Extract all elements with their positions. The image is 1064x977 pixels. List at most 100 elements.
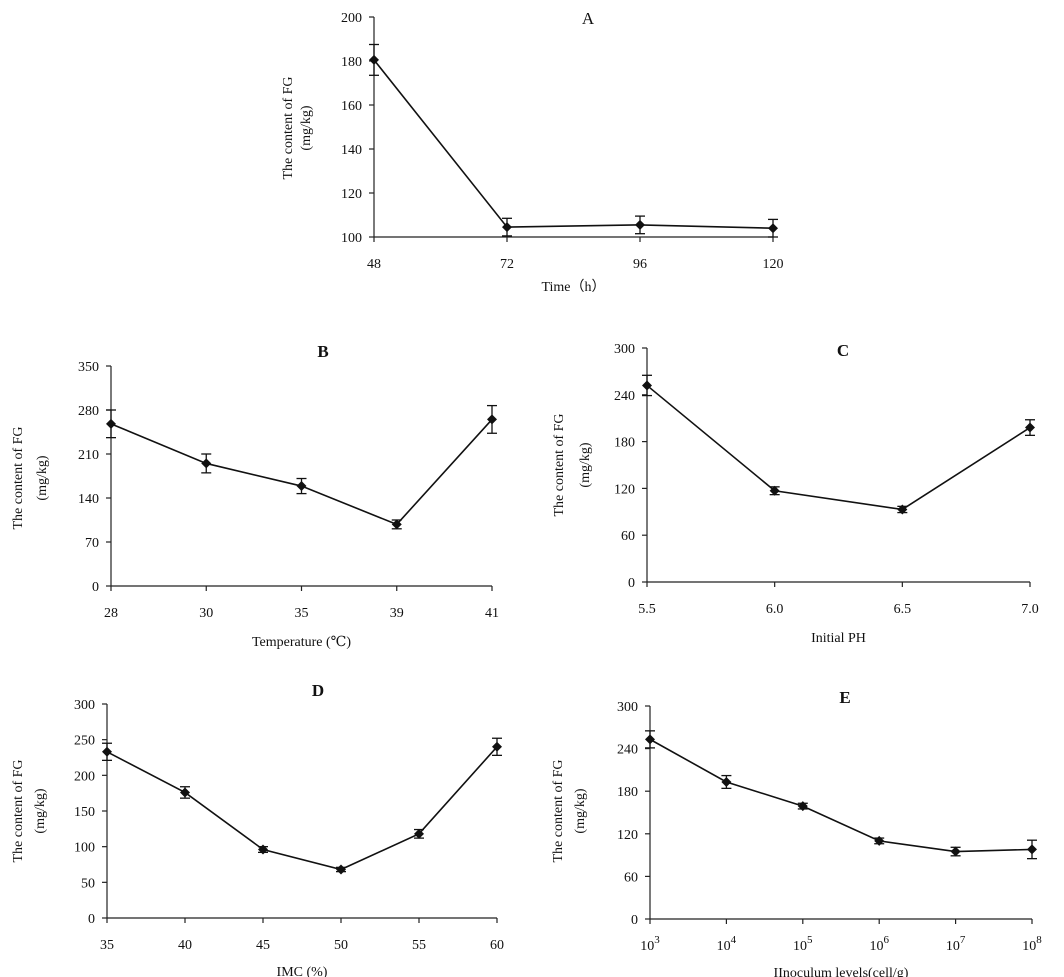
y-axis-label: (mg/kg)	[33, 788, 48, 833]
x-tick-label: 28	[104, 606, 118, 621]
y-tick-label: 180	[614, 436, 635, 451]
data-point	[180, 787, 190, 798]
y-tick-label: 280	[78, 404, 99, 419]
y-tick-label: 100	[341, 231, 362, 246]
y-tick-label: 250	[74, 734, 95, 749]
data-point	[769, 485, 780, 496]
y-tick-label: 180	[341, 55, 362, 70]
y-tick-label: 350	[78, 360, 99, 375]
x-tick-label: 35	[100, 938, 114, 953]
x-tick-label: 60	[490, 938, 504, 953]
y-tick-label: 0	[92, 580, 99, 595]
y-axis-label: The content of FG	[11, 426, 26, 529]
x-tick-label: 30	[199, 606, 213, 621]
y-tick-label: 200	[341, 11, 362, 26]
chart-panel-d: 0 50 100 150 200 250 300 35 40 45 50 55 60 D IMC (%) Th…	[11, 681, 504, 977]
x-tick-label: 106	[869, 934, 889, 954]
x-tick-label: 108	[1022, 934, 1042, 954]
y-tick-label: 120	[617, 828, 638, 843]
data-point	[487, 414, 497, 425]
data-point	[414, 828, 424, 839]
x-axis-label: Initial PH	[811, 631, 866, 646]
data-point	[768, 223, 778, 234]
y-axis-label: (mg/kg)	[35, 455, 50, 500]
chart-panel-b: 0 70 140 210 280 350 28 30 35 39 41 B Temperature (℃…	[11, 342, 499, 650]
x-tick-label: 50	[334, 938, 348, 953]
x-tick-label: 35	[295, 606, 309, 621]
y-tick-label: 140	[78, 492, 99, 507]
x-tick-label: 6.0	[766, 602, 784, 617]
series-line	[646, 384, 1031, 511]
data-point	[874, 835, 885, 846]
y-tick-label: 0	[88, 912, 95, 927]
series-line	[649, 738, 1033, 853]
x-tick-label: 103	[640, 934, 660, 954]
data-point	[102, 746, 112, 757]
y-tick-label: 150	[74, 805, 95, 820]
x-axis-label: IMC (%)	[277, 965, 328, 977]
chart-title: A	[582, 9, 595, 28]
x-tick-label: 120	[763, 257, 784, 272]
y-tick-label: 100	[74, 841, 95, 856]
y-tick-label: 300	[614, 342, 635, 357]
y-axis-label: (mg/kg)	[299, 105, 314, 150]
y-tick-label: 160	[341, 99, 362, 114]
chart-title: B	[317, 342, 328, 361]
x-tick-label: 55	[412, 938, 426, 953]
y-tick-label: 240	[617, 743, 638, 758]
series-line	[373, 59, 774, 229]
y-axis-label: (mg/kg)	[573, 788, 588, 833]
x-tick-label: 6.5	[894, 602, 912, 617]
data-point	[336, 864, 346, 875]
data-point	[1027, 844, 1037, 855]
y-tick-label: 300	[74, 698, 95, 713]
y-tick-label: 240	[614, 389, 635, 404]
data-point	[642, 380, 652, 391]
y-tick-label: 0	[631, 913, 638, 928]
chart-panel-a: 100 120 140 160 180 200 48 72 96 120 A Time（h） The c…	[281, 9, 784, 295]
x-axis-label: Temperature (℃)	[252, 635, 351, 650]
y-tick-label: 200	[74, 769, 95, 784]
data-point	[296, 481, 307, 492]
data-point	[106, 418, 116, 429]
data-point	[635, 219, 645, 230]
data-point	[502, 222, 512, 233]
y-axis-label: The content of FG	[281, 76, 296, 179]
y-tick-label: 180	[617, 785, 638, 800]
x-tick-label: 96	[633, 257, 647, 272]
y-tick-label: 120	[614, 482, 635, 497]
x-tick-label: 104	[717, 934, 737, 954]
data-point	[1025, 422, 1035, 433]
x-axis-label: Time（h）	[541, 279, 605, 295]
x-tick-label: 45	[256, 938, 270, 953]
chart-title: D	[312, 681, 324, 700]
y-tick-label: 70	[85, 536, 99, 551]
series-line	[110, 418, 493, 526]
x-tick-label: 48	[367, 257, 381, 272]
x-tick-label: 105	[793, 934, 813, 954]
data-point	[201, 458, 212, 469]
x-axis-label: IInoculum levels(cell/g)	[774, 966, 909, 977]
y-tick-label: 0	[628, 576, 635, 591]
data-point	[492, 741, 502, 752]
data-point	[950, 846, 961, 857]
y-tick-label: 60	[621, 529, 635, 544]
y-axis-label: The content of FG	[551, 759, 566, 862]
series-line	[106, 746, 498, 871]
y-tick-label: 60	[624, 870, 638, 885]
chart-title: C	[837, 341, 849, 360]
chart-panel-c: 0 60 120 180 240 300 5.5 6.0 6.5 7.0 C Initial PH Th…	[552, 341, 1039, 646]
y-axis-label: The content of FG	[552, 413, 567, 516]
x-tick-label: 39	[390, 606, 404, 621]
x-tick-label: 5.5	[638, 602, 656, 617]
y-tick-label: 300	[617, 700, 638, 715]
y-tick-label: 50	[81, 876, 95, 891]
data-point	[721, 776, 732, 787]
chart-title: E	[839, 688, 850, 707]
data-point	[645, 734, 655, 745]
y-tick-label: 120	[341, 187, 362, 202]
x-tick-label: 107	[946, 934, 966, 954]
x-tick-label: 7.0	[1021, 602, 1039, 617]
chart-panel-e: 0 60 120 180 240 300 103 104 105 106 107 108 E IInocu…	[551, 688, 1042, 977]
